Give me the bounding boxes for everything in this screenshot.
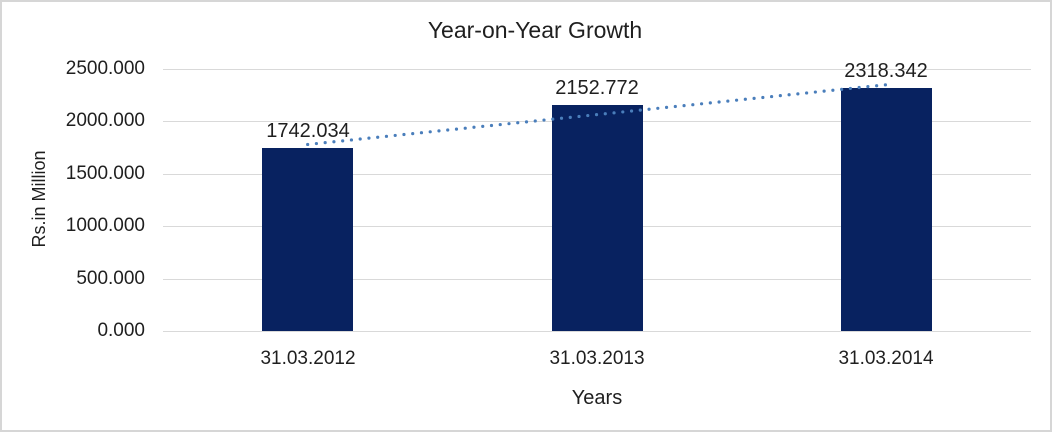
gridline (163, 69, 1031, 70)
y-axis-tick-label: 0.000 (97, 320, 145, 341)
bar-value-label: 2152.772 (555, 77, 639, 99)
x-axis-category-label: 31.03.2013 (549, 348, 645, 369)
bar (262, 148, 353, 331)
y-axis-tick-label: 2000.000 (65, 110, 145, 131)
bar-value-label: 2318.342 (844, 60, 928, 82)
y-axis-title: Rs.in Million (29, 150, 49, 248)
bar (841, 88, 932, 331)
y-axis-tick-label: 1500.000 (65, 163, 145, 184)
x-axis-category-label: 31.03.2012 (260, 348, 356, 369)
y-axis-tick-label: 500.000 (76, 268, 145, 289)
gridline (163, 331, 1031, 332)
y-axis-tick-label: 2500.000 (65, 58, 145, 79)
chart-title: Year-on-Year Growth (427, 17, 643, 43)
y-axis-tick-label: 1000.000 (65, 215, 145, 236)
x-axis-title: Years (571, 387, 623, 409)
bar-value-label: 1742.034 (266, 120, 350, 142)
bar (552, 105, 643, 331)
x-axis-category-label: 31.03.2014 (838, 348, 934, 369)
